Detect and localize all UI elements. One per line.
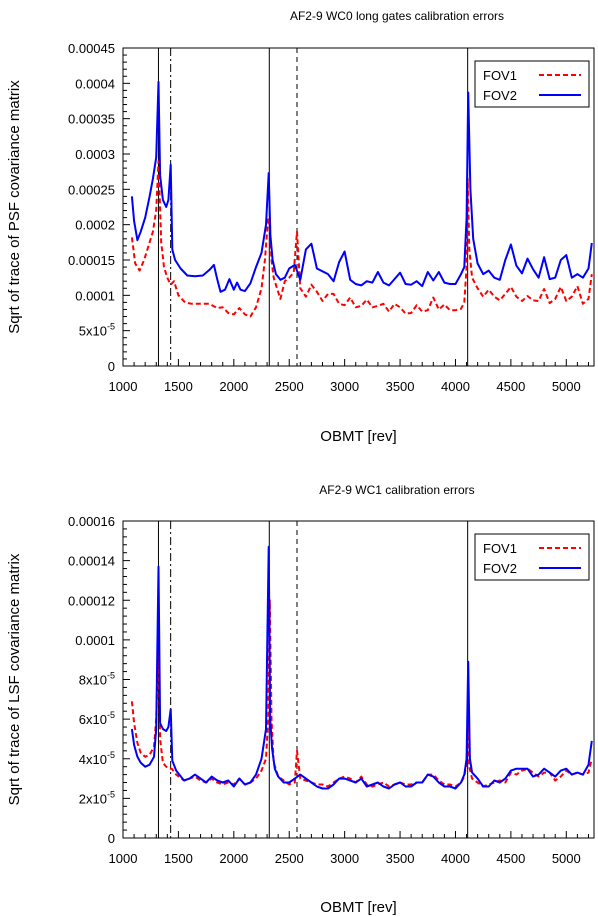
legend-label-fov1: FOV1 [483, 68, 517, 83]
legend-box [474, 533, 590, 581]
x-tick-label: 4000 [441, 379, 470, 394]
x-tick-label: 1000 [109, 379, 138, 394]
x-tick-label: 1500 [164, 851, 193, 866]
x-tick-label: 4500 [496, 851, 525, 866]
y-tick-label: 8x10-5 [79, 671, 115, 688]
y-tick-label: 2x10-5 [79, 789, 115, 806]
y-tick-label: 0.0001 [75, 288, 115, 303]
y-axis-label: Sqrt of trace of LSF covariance matrix [6, 553, 23, 805]
y-tick-label: 0.00045 [68, 41, 115, 56]
plot-frame [122, 520, 595, 839]
x-tick-label: 3500 [386, 851, 415, 866]
x-axis-label: OBMT [rev] [320, 428, 396, 445]
series-line-fov1 [130, 160, 593, 318]
x-tick-label: 4000 [441, 851, 470, 866]
y-tick-label: 0 [108, 831, 115, 846]
x-tick-label: 3500 [386, 379, 415, 394]
chart-panel-psf: AF2-9 WC0 long gates calibration errors 1… [6, 9, 595, 445]
y-axis-label: Sqrt of trace of PSF covariance matrix [6, 80, 23, 334]
x-axis-label: OBMT [rev] [320, 899, 396, 916]
chart-panel-lsf: AF2-9 WC1 calibration errors 1000 1500 2000… [6, 483, 595, 916]
y-tick-label: 5x10-5 [79, 322, 115, 339]
x-tick-label: 5000 [552, 851, 581, 866]
x-tick-label: 3000 [330, 379, 359, 394]
y-tick-label: 0.00025 [68, 182, 115, 197]
y-tick-label: 6x10-5 [79, 710, 115, 727]
legend-box [474, 60, 590, 108]
y-tick-label: 0.00014 [68, 554, 115, 569]
legend-label-fov2: FOV2 [483, 561, 517, 576]
legend-label-fov2: FOV2 [483, 88, 517, 103]
y-tick-label: 0.00016 [68, 514, 115, 529]
y-tick-label: 0.0004 [75, 76, 115, 91]
x-tick-label: 2000 [219, 379, 248, 394]
x-tick-label: 2500 [275, 379, 304, 394]
chart-title: AF2-9 WC1 calibration errors [319, 483, 474, 497]
x-tick-label: 5000 [552, 379, 581, 394]
y-tick-label: 0.0001 [75, 633, 115, 648]
y-tick-label: 0.0002 [75, 218, 115, 233]
x-tick-label: 1500 [164, 379, 193, 394]
y-tick-label: 4x10-5 [79, 750, 115, 767]
y-tick-label: 0 [108, 359, 115, 374]
y-tick-label: 0.0003 [75, 147, 115, 162]
x-tick-label: 1000 [109, 851, 138, 866]
legend-label-fov1: FOV1 [483, 541, 517, 556]
series-line-fov1 [130, 599, 593, 788]
series-line-fov2 [130, 545, 593, 790]
chart-title: AF2-9 WC0 long gates calibration errors [290, 9, 504, 23]
y-tick-label: 0.00012 [68, 593, 115, 608]
y-tick-label: 0.00015 [68, 253, 115, 268]
x-tick-label: 2500 [275, 851, 304, 866]
plot-frame [122, 47, 595, 367]
x-tick-label: 4500 [496, 379, 525, 394]
x-tick-label: 3000 [330, 851, 359, 866]
series-line-fov2 [130, 80, 593, 293]
x-tick-label: 2000 [219, 851, 248, 866]
y-tick-label: 0.00035 [68, 112, 115, 127]
